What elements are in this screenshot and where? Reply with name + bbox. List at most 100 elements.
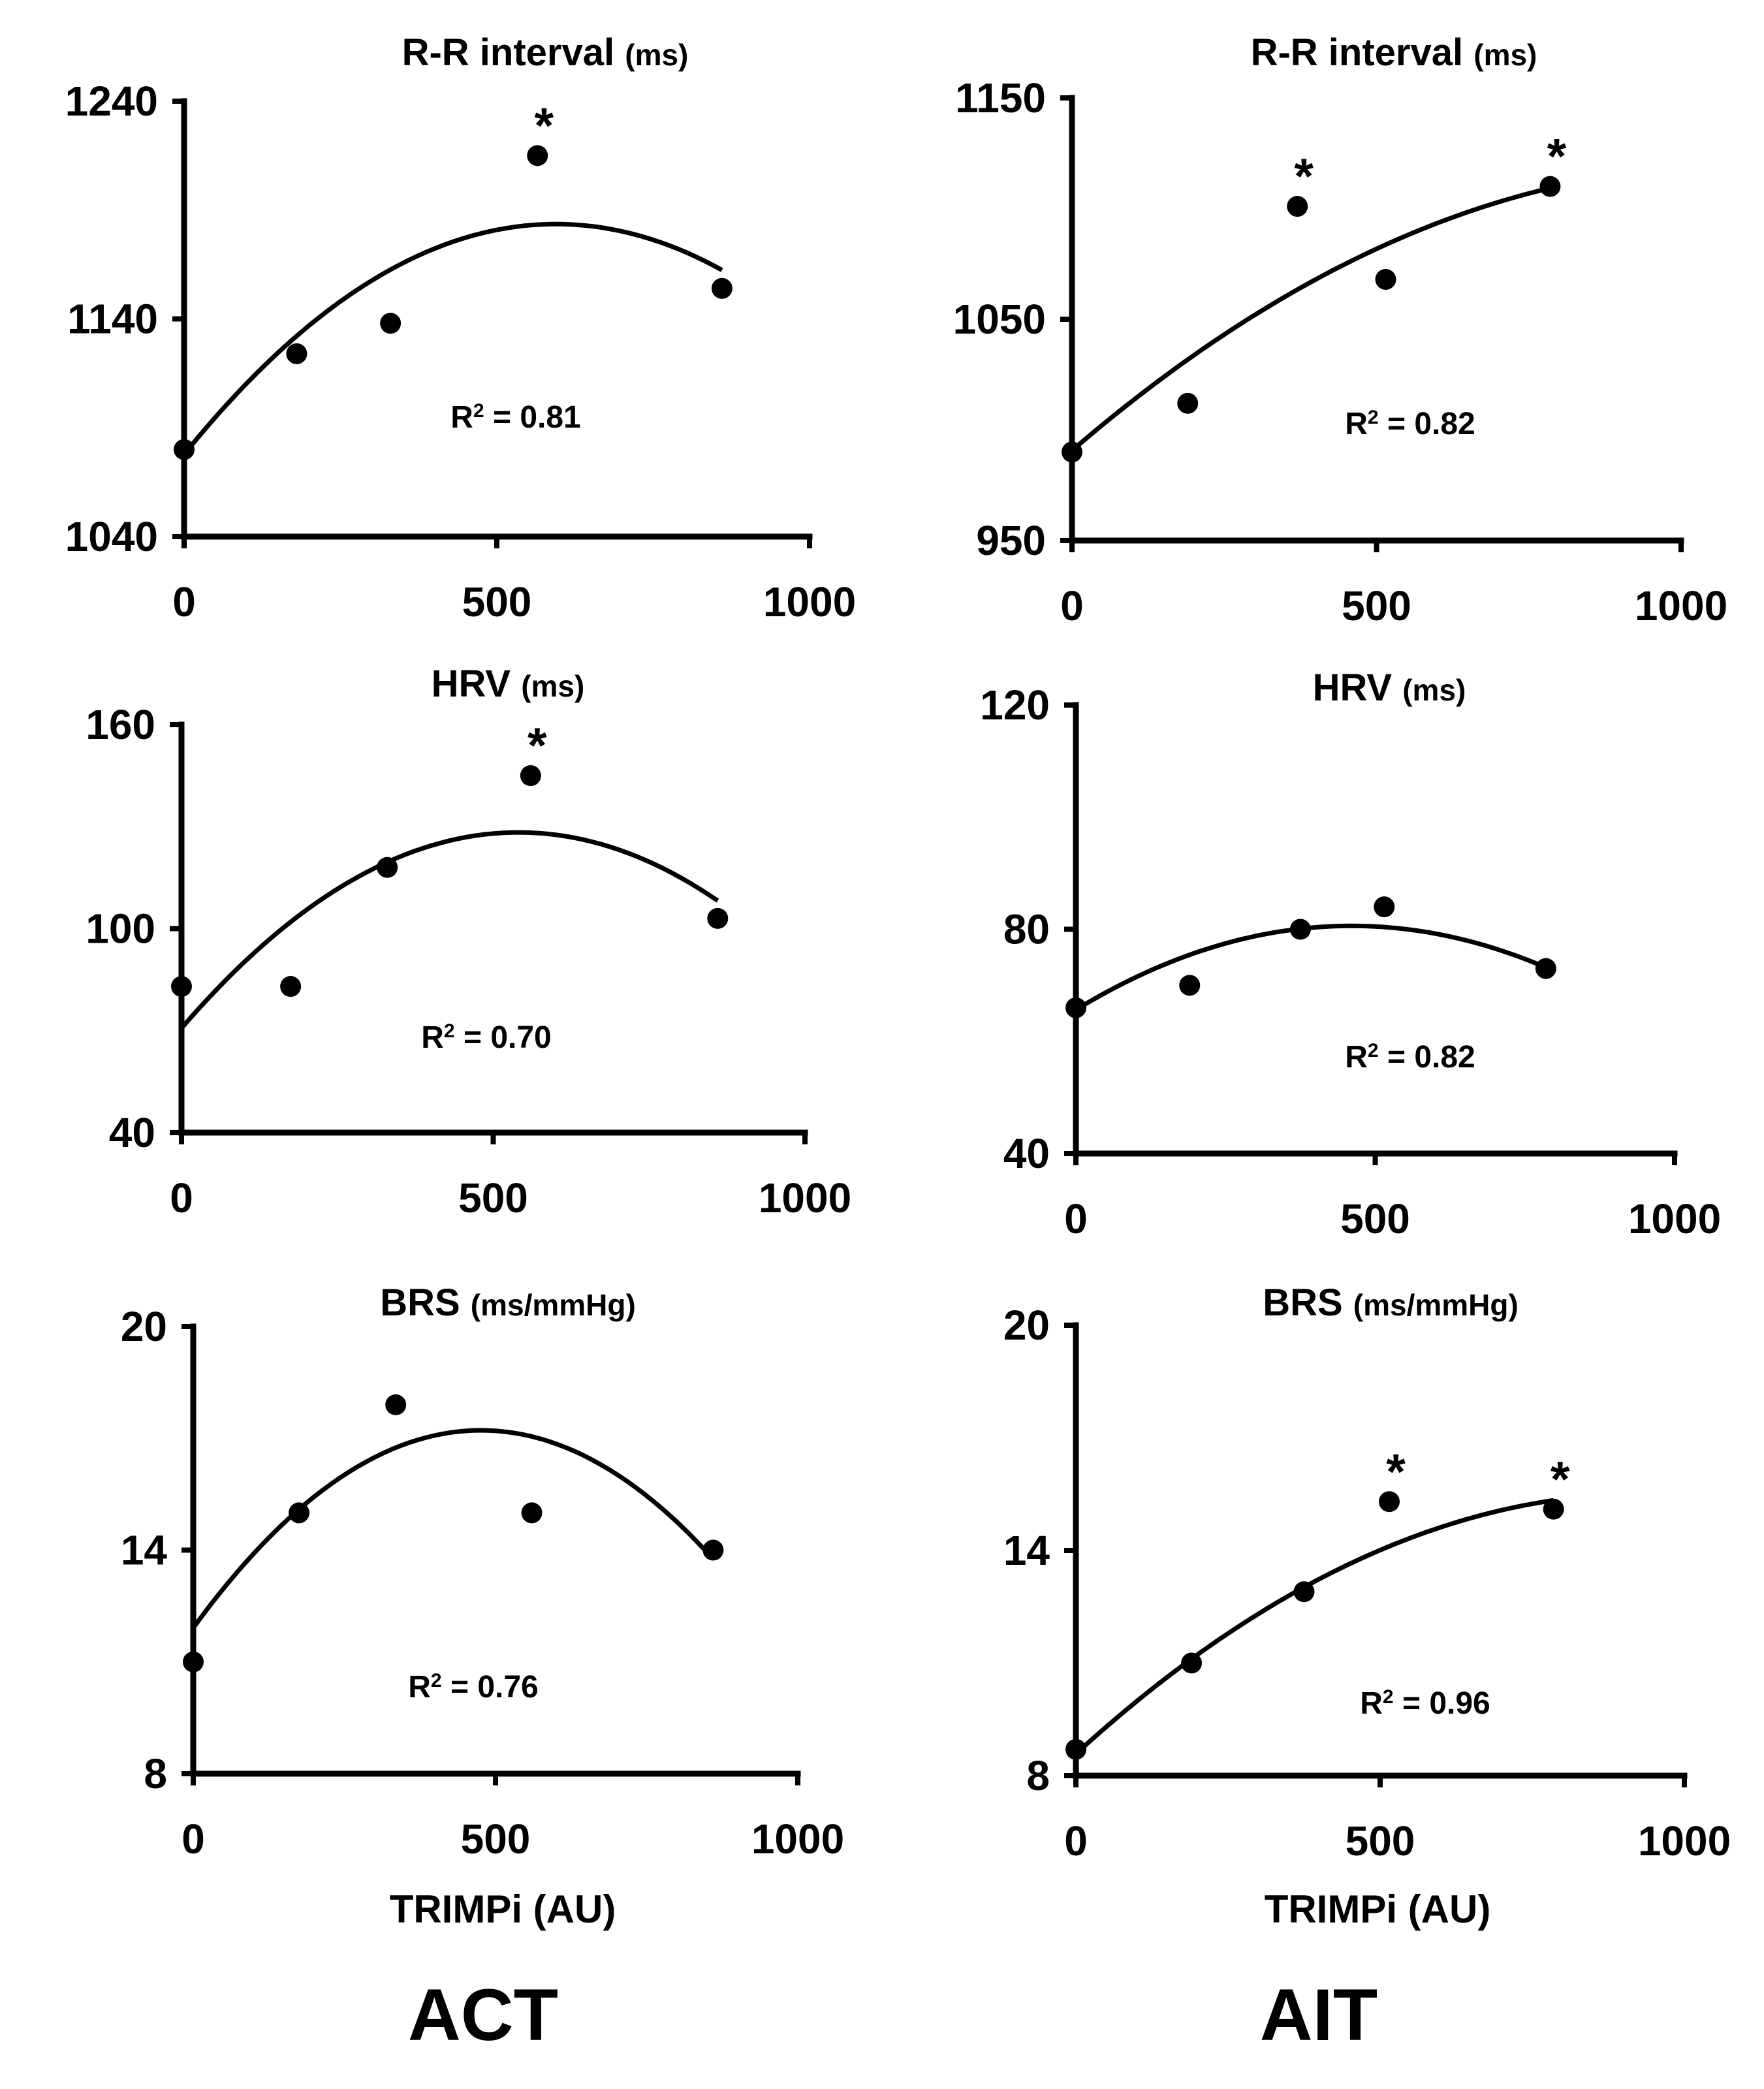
data-point xyxy=(1181,1652,1203,1674)
r-squared-symbol: R xyxy=(450,400,473,435)
trend-curve xyxy=(1070,185,1551,452)
y-tick-label: 14 xyxy=(1003,1527,1050,1574)
panel-title: BRS (ms/mmHg) xyxy=(380,1281,636,1324)
x-tick-label: 1000 xyxy=(759,1174,851,1221)
significance-star: * xyxy=(1547,129,1567,185)
x-tick-label: 1000 xyxy=(1638,1817,1731,1864)
y-tick-label: 1140 xyxy=(67,296,158,343)
panel-ait-brs: 8 14 20 0 500 1000 BRS (ms/mmHg) * * R2 = 0.96 xyxy=(1003,1281,1731,1864)
r-squared-label: R2 = 0.82 xyxy=(1345,407,1475,442)
significance-star: * xyxy=(528,718,547,774)
r-squared-exponent: 2 xyxy=(1383,1686,1394,1708)
significance-star: * xyxy=(534,98,554,153)
panel-title-unit: (ms) xyxy=(625,38,688,72)
data-point xyxy=(280,976,302,997)
data-point xyxy=(1065,1738,1086,1760)
x-axis-label-left: TRIMPi (AU) xyxy=(390,1887,616,1931)
r-squared-exponent: 2 xyxy=(444,1020,455,1042)
trend-curve xyxy=(182,221,723,456)
panel-title-unit: (ms) xyxy=(1473,38,1537,72)
trend-curve xyxy=(1075,923,1547,1012)
r-squared-exponent: 2 xyxy=(1368,407,1379,428)
x-tick-label: 0 xyxy=(1060,582,1084,629)
y-tick-label: 40 xyxy=(109,1109,155,1156)
group-label-act: ACT xyxy=(408,1974,558,2056)
x-tick-label: 500 xyxy=(1340,1195,1410,1242)
y-tick-label: 14 xyxy=(121,1527,168,1574)
significance-star: * xyxy=(1386,1444,1406,1500)
y-tick-label: 8 xyxy=(1026,1752,1050,1799)
x-tick-label: 500 xyxy=(1342,582,1411,629)
y-tick-label: 20 xyxy=(121,1303,167,1350)
x-tick-label: 500 xyxy=(461,1815,531,1862)
r-squared-value: = 0.70 xyxy=(455,1020,552,1055)
panel-title: R-R interval (ms) xyxy=(402,31,689,74)
data-point xyxy=(1293,1581,1315,1603)
data-point xyxy=(702,1539,724,1561)
x-tick-label: 500 xyxy=(1346,1817,1415,1864)
r-squared-label: R2 = 0.76 xyxy=(408,1670,538,1705)
data-point xyxy=(174,439,195,460)
r-squared-exponent: 2 xyxy=(431,1670,442,1691)
x-tick-label: 500 xyxy=(458,1174,528,1221)
data-point xyxy=(385,1394,407,1415)
data-point xyxy=(711,277,732,299)
y-tick-label: 160 xyxy=(86,701,155,748)
x-tick-label: 0 xyxy=(1064,1817,1088,1864)
r-squared-symbol: R xyxy=(1345,1040,1368,1075)
data-point xyxy=(1374,896,1395,918)
significance-star: * xyxy=(1294,149,1314,204)
panel-title-unit: (ms) xyxy=(1402,673,1466,707)
x-tick-label: 500 xyxy=(462,578,532,625)
x-tick-label: 0 xyxy=(170,1174,193,1221)
panel-title-text: HRV xyxy=(432,663,522,705)
r-squared-value: = 0.82 xyxy=(1379,1040,1475,1075)
panel-title-text: BRS xyxy=(1263,1281,1353,1324)
data-point xyxy=(1177,392,1199,414)
r-squared-label: R2 = 0.81 xyxy=(450,400,580,435)
r-squared-exponent: 2 xyxy=(473,400,484,422)
r-squared-value: = 0.82 xyxy=(1379,407,1475,441)
r-squared-label: R2 = 0.70 xyxy=(421,1020,551,1056)
data-point xyxy=(1065,997,1086,1018)
x-tick-label: 1000 xyxy=(1628,1195,1721,1242)
data-point xyxy=(1287,196,1308,217)
panel-act-rr-interval: 1040 1140 1240 0 500 1000 R-R interval (ms) * R2… xyxy=(65,31,857,625)
data-point xyxy=(171,976,192,997)
data-point xyxy=(289,1502,310,1524)
r-squared-symbol: R xyxy=(421,1020,444,1055)
y-tick-label: 40 xyxy=(1003,1130,1050,1177)
panel-title: HRV (ms) xyxy=(1313,667,1466,709)
r-squared-value: = 0.96 xyxy=(1394,1686,1490,1721)
panel-title-text: R-R interval xyxy=(402,31,625,74)
r-squared-symbol: R xyxy=(408,1670,431,1704)
panel-title-unit: (ms) xyxy=(521,669,584,703)
trend-curve xyxy=(180,830,719,1030)
x-tick-label: 0 xyxy=(181,1815,205,1862)
r-squared-value: = 0.76 xyxy=(442,1670,539,1704)
data-point xyxy=(286,343,307,364)
data-point xyxy=(1062,441,1082,463)
x-tick-label: 1000 xyxy=(1635,582,1727,629)
data-point xyxy=(1378,1491,1400,1513)
data-point xyxy=(527,145,548,166)
y-tick-label: 1050 xyxy=(953,296,1046,343)
data-point xyxy=(520,765,541,787)
panel-act-brs: 8 14 20 0 500 1000 BRS (ms/mmHg) R2 = 0.76 xyxy=(121,1281,844,1862)
y-tick-label: 100 xyxy=(86,905,155,952)
r-squared-label: R2 = 0.96 xyxy=(1360,1686,1490,1721)
data-point xyxy=(380,313,402,334)
x-tick-label: 0 xyxy=(172,578,196,625)
panel-title-unit: (ms/mmHg) xyxy=(1353,1288,1519,1322)
r-squared-exponent: 2 xyxy=(1368,1040,1379,1061)
y-tick-label: 1040 xyxy=(65,513,158,560)
y-tick-label: 8 xyxy=(144,1750,167,1797)
y-tick-label: 20 xyxy=(1003,1302,1050,1349)
data-point xyxy=(1179,975,1201,996)
data-point xyxy=(1535,958,1556,979)
y-tick-label: 120 xyxy=(980,682,1050,729)
trend-curve xyxy=(191,1428,715,1629)
r-squared-value: = 0.81 xyxy=(484,400,581,435)
data-point xyxy=(707,907,729,929)
